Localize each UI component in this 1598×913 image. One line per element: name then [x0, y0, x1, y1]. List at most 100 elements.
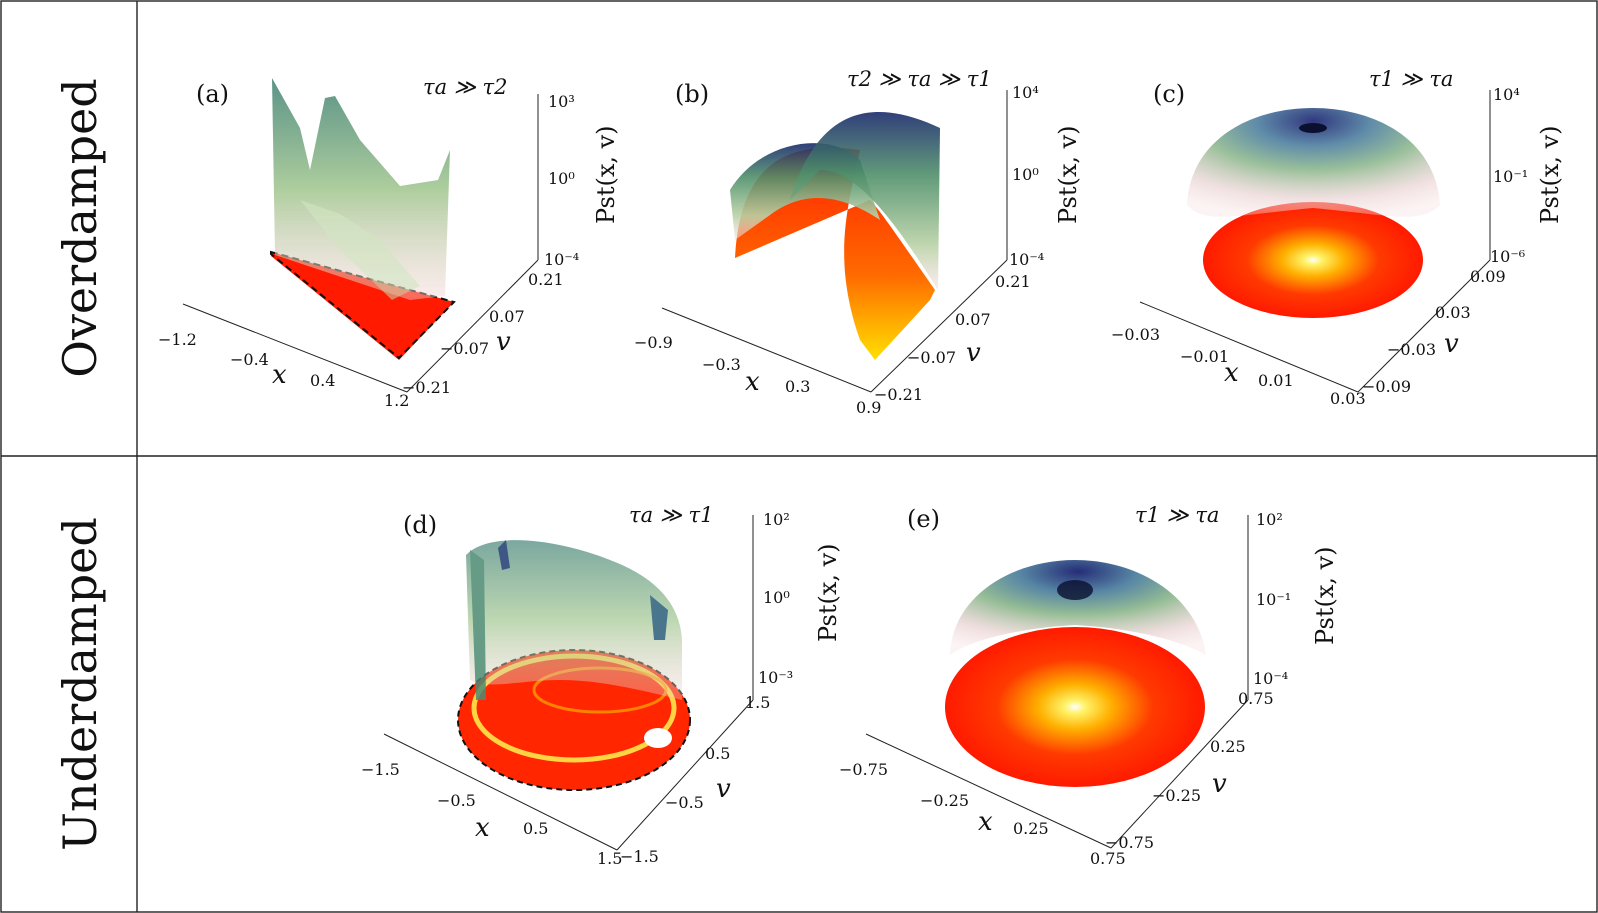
- panel-d-z-tick: 10²: [763, 510, 790, 529]
- panel-d-x-tick: −1.5: [361, 760, 400, 779]
- panel-e-z-tick: 10²: [1256, 510, 1283, 529]
- panel-c: (c) τ1 ≫ τa −0.03 −0.01 0.01 0.03 x −0.0…: [1111, 67, 1564, 408]
- panel-c-x-tick: 0.03: [1330, 389, 1366, 408]
- panel-d-z-tick: 10⁰: [763, 588, 790, 607]
- panel-d-v-label: v: [716, 774, 731, 804]
- panel-c-v-tick: 0.09: [1470, 267, 1506, 286]
- panel-b-x-label: x: [745, 367, 760, 397]
- panel-e-axes: [865, 515, 1249, 849]
- panel-e-x-tick: −0.25: [920, 791, 969, 810]
- panel-b-v-tick: 0.07: [955, 310, 991, 329]
- panel-d-z-label: Pst(x, v): [814, 543, 842, 642]
- panel-a-z-tick: 10⁰: [548, 169, 575, 188]
- panel-a-v-label: v: [496, 327, 511, 357]
- panel-c-x-tick: −0.01: [1180, 347, 1229, 366]
- panel-a-axes: [182, 94, 539, 393]
- panel-b-z-tick: 10⁴: [1012, 83, 1039, 102]
- panel-c-v-tick: −0.09: [1362, 377, 1411, 396]
- panel-d-x-tick: −0.5: [437, 791, 476, 810]
- panel-b-x-tick: 0.9: [856, 398, 881, 417]
- panel-d-z-tick: 10⁻³: [758, 668, 793, 687]
- panel-e-v-tick: 0.75: [1238, 689, 1274, 708]
- panel-b-x-tick: −0.3: [702, 355, 741, 374]
- panel-e-v-tick: 0.25: [1210, 737, 1246, 756]
- panel-a-v-tick: −0.21: [402, 378, 451, 397]
- panel-a-x-tick: 1.2: [384, 391, 409, 410]
- panel-a-regime: τa ≫ τ2: [423, 75, 507, 99]
- panel-c-x-tick: 0.01: [1258, 371, 1294, 390]
- panel-b-z-label: Pst(x, v): [1054, 125, 1082, 224]
- panel-d: (d) τa ≫ τ1 −1.5 −0.5 0.5 1.5 x −1.5 −0.…: [361, 503, 842, 868]
- panel-d-label: (d): [403, 511, 437, 539]
- panel-d-regime: τa ≫ τ1: [629, 503, 713, 527]
- panel-e-x-tick: 0.75: [1090, 849, 1126, 868]
- panel-e-floor: [945, 627, 1205, 787]
- panel-b-regime: τ2 ≫ τa ≫ τ1: [847, 67, 992, 91]
- panel-a-z-tick: 10⁻⁴: [544, 250, 579, 269]
- panel-b-v-tick: 0.21: [995, 272, 1031, 291]
- panel-e-label: (e): [907, 505, 940, 533]
- panel-e-x-label: x: [978, 807, 993, 837]
- panel-e: (e) τ1 ≫ τa −0.75 −0.25 0.25 0.75 x −0.7…: [839, 503, 1339, 868]
- panel-c-v-tick: −0.03: [1387, 340, 1436, 359]
- panel-c-z-label: Pst(x, v): [1536, 125, 1564, 224]
- panel-a-v-tick: 0.07: [489, 307, 525, 326]
- panel-d-axes: [383, 515, 754, 851]
- panel-e-v-label: v: [1212, 769, 1227, 799]
- panel-d-x-tick: 1.5: [597, 849, 622, 868]
- panel-b-surface: [730, 111, 940, 360]
- panel-a-label: (a): [196, 80, 229, 108]
- panel-c-z-tick: 10⁻⁶: [1490, 247, 1525, 266]
- panel-e-regime: τ1 ≫ τa: [1135, 503, 1219, 527]
- panel-d-v-tick: 0.5: [705, 744, 730, 763]
- row-label-underdamped: Underdamped: [53, 517, 107, 851]
- panel-a-v-tick: −0.07: [440, 339, 489, 358]
- panel-c-v-tick: 0.03: [1435, 303, 1471, 322]
- panel-d-v-tick: 1.5: [745, 693, 770, 712]
- panel-b: (b) τ2 ≫ τa ≫ τ1 −0.9 −0.3 0.3 0.9 x −0.…: [634, 67, 1082, 417]
- panel-e-x-tick: −0.75: [839, 760, 888, 779]
- panel-c-z-tick: 10⁻¹: [1493, 167, 1528, 186]
- row-label-overdamped: Overdamped: [53, 78, 107, 378]
- panel-a-x-tick: 0.4: [310, 371, 335, 390]
- panel-d-x-label: x: [475, 813, 490, 843]
- panel-c-v-label: v: [1444, 329, 1459, 359]
- panel-c-z-tick: 10⁴: [1493, 85, 1520, 104]
- panel-d-surface: [466, 540, 682, 700]
- panel-c-label: (c): [1153, 80, 1185, 108]
- panel-a-x-label: x: [272, 360, 287, 390]
- panel-e-z-label: Pst(x, v): [1311, 546, 1339, 645]
- panel-e-x-tick: 0.25: [1013, 819, 1049, 838]
- panel-c-regime: τ1 ≫ τa: [1369, 67, 1453, 91]
- panel-d-v-tick: −1.5: [620, 847, 659, 866]
- panel-b-x-tick: 0.3: [785, 377, 810, 396]
- panel-b-x-tick: −0.9: [634, 333, 673, 352]
- panel-c-floor: [1203, 202, 1423, 318]
- panel-e-v-tick: −0.25: [1152, 786, 1201, 805]
- panel-e-dome: [950, 560, 1206, 655]
- panel-e-z-tick: 10⁻⁴: [1253, 669, 1288, 688]
- panel-a-z-tick: 10³: [548, 92, 575, 111]
- panel-c-x-tick: −0.03: [1111, 325, 1160, 344]
- panel-b-v-tick: −0.21: [874, 385, 923, 404]
- panel-a-x-tick: −1.2: [158, 330, 197, 349]
- panel-b-label: (b): [675, 80, 709, 108]
- panel-c-axes: [1139, 90, 1491, 393]
- panel-a-z-label: Pst(x, v): [592, 125, 620, 224]
- panel-e-v-tick: −0.75: [1105, 833, 1154, 852]
- panel-b-z-tick: 10⁻⁴: [1009, 250, 1044, 269]
- panel-a-x-tick: −0.4: [230, 350, 269, 369]
- panel-d-v-tick: −0.5: [665, 793, 704, 812]
- panel-b-v-label: v: [966, 338, 981, 368]
- panel-a-surface: [272, 78, 450, 300]
- panel-a: (a) τa ≫ τ2 −1.2 −0.4 0.4 1.2 x −0.21 −0…: [158, 75, 620, 410]
- panel-b-z-tick: 10⁰: [1012, 165, 1039, 184]
- panel-d-x-tick: 0.5: [523, 819, 548, 838]
- panel-a-v-tick: 0.21: [528, 270, 564, 289]
- panel-b-v-tick: −0.07: [907, 348, 956, 367]
- panel-c-dome: [1187, 108, 1440, 217]
- panel-e-z-tick: 10⁻¹: [1256, 590, 1291, 609]
- panel-b-axes: [661, 90, 1008, 393]
